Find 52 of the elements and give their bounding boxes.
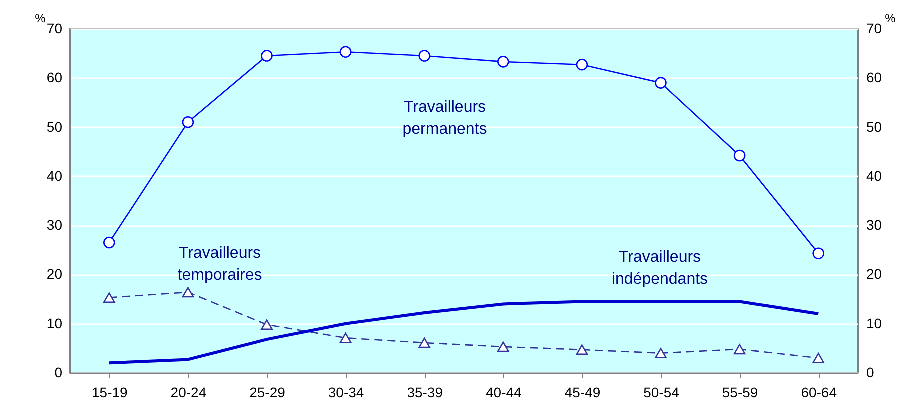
- x-tick-label: 15-19: [92, 384, 128, 400]
- point: [655, 348, 667, 359]
- point: [418, 338, 430, 348]
- y-tick-label: 20: [46, 266, 63, 282]
- y2-tick-label: 10: [866, 315, 882, 332]
- y2-tick-label: 60: [866, 70, 882, 86]
- point: [340, 332, 352, 344]
- point: [104, 236, 116, 249]
- y2-tick-label: 0: [866, 364, 874, 380]
- series-label: Travailleurs temporaires: [178, 245, 262, 284]
- y2-tick-label: 70: [866, 20, 882, 36]
- y2-tick-label: 50: [866, 118, 882, 135]
- point: [576, 344, 588, 356]
- point: [734, 344, 746, 355]
- y-tick-label: 0: [54, 364, 63, 380]
- point: [498, 56, 510, 68]
- y-tick-label: 30: [46, 217, 63, 234]
- point: [812, 353, 824, 364]
- y2-tick-label: 30: [866, 217, 882, 234]
- point: [340, 46, 352, 58]
- x-tick-label: 60-64: [801, 384, 838, 400]
- x-tick-label: 55-59: [722, 384, 758, 400]
- text: Travailleurs permanents: [402, 99, 488, 138]
- point: [498, 342, 510, 352]
- point: [104, 292, 116, 303]
- x-tick-label: 20-24: [170, 384, 207, 400]
- x-tick-label: 30-34: [328, 384, 364, 400]
- x-tick-label: 40-44: [486, 384, 522, 400]
- point: [734, 150, 746, 162]
- y-tick-label: 10: [46, 315, 63, 332]
- point: [182, 116, 194, 128]
- x-tick-label: 45-49: [564, 384, 601, 400]
- point: [576, 58, 588, 71]
- y2-tick-label: 20: [866, 266, 882, 282]
- y-axis-title: %: [35, 12, 46, 26]
- y2-axis-title: %: [885, 12, 896, 26]
- series-label: Travailleurs indépendants: [612, 249, 708, 288]
- y-tick-label: 50: [46, 118, 63, 135]
- y-tick-label: 70: [46, 20, 63, 36]
- point: [182, 287, 194, 298]
- point: [655, 77, 667, 89]
- y-tick-label: 60: [46, 70, 63, 86]
- x-tick-label: 25-29: [250, 384, 286, 400]
- x-tick-label: 35-39: [407, 384, 444, 400]
- y-tick-label: 40: [46, 168, 63, 184]
- line-series: [108, 300, 820, 365]
- point: [261, 50, 273, 62]
- point: [812, 248, 824, 260]
- y2-tick-label: 40: [866, 168, 882, 184]
- point: [418, 50, 430, 62]
- point: [261, 320, 273, 330]
- x-tick-label: 50-54: [644, 384, 680, 400]
